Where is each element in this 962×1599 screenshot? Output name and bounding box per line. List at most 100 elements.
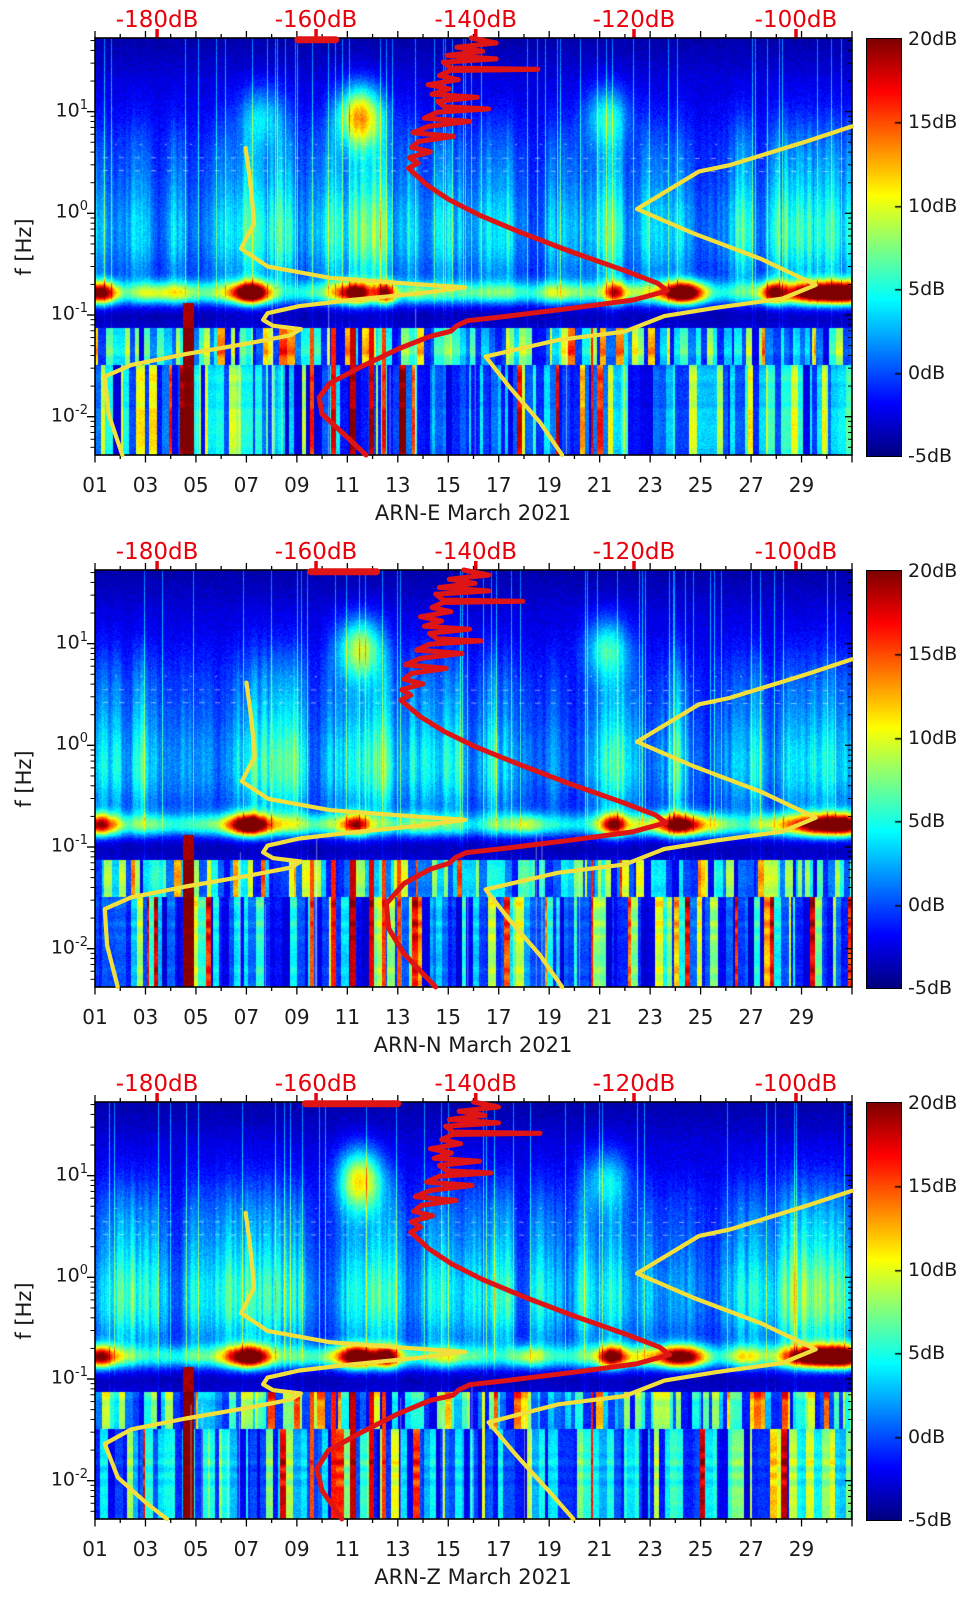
panel-section-arn-e: ARN-E March 2021 f [Hz] -180dB -160dB -140… (0, 0, 962, 532)
top-axis-label-120: -120dB (592, 539, 676, 565)
colorbar-tick-label-5db: 5dB (908, 278, 946, 301)
top-axis-label-180: -180dB (115, 1071, 199, 1097)
colorbar-tick-label-5db: 5dB (908, 1342, 946, 1365)
y-tick-label-1e-1: 10-1 (26, 833, 88, 856)
colorbar-tick-label-15db: 15dB (908, 643, 958, 666)
colorbar (866, 38, 902, 457)
y-tick-base: 10 (55, 98, 80, 121)
y-tick-exponent: 0 (79, 199, 88, 215)
spectrogram-heatmap (95, 570, 852, 987)
y-tick-label-1e0: 100 (26, 731, 88, 754)
colorbar-tick-label-15db: 15dB (908, 1175, 958, 1198)
x-tick-label-day-07: 07 (233, 473, 260, 497)
y-tick-exponent: -1 (75, 301, 88, 316)
y-tick-label-1e1: 101 (26, 98, 88, 121)
y-tick-base: 10 (50, 302, 76, 325)
x-tick-label-day-01: 01 (82, 1005, 108, 1029)
x-tick-label-day-15: 15 (435, 1005, 461, 1029)
colorbar-tick-label-10db: 10dB (908, 194, 958, 217)
x-tick-label-day-01: 01 (82, 473, 108, 497)
colorbar-tick-label-20db: 20dB (908, 560, 958, 582)
top-axis-label-160: -160dB (274, 7, 358, 33)
x-tick-label-day-17: 17 (485, 1537, 512, 1561)
colorbar-gradient (867, 571, 901, 988)
y-tick-label-1e-2: 10-2 (26, 935, 88, 958)
colorbar-tick-label-0db: 0dB (908, 1425, 946, 1448)
colorbar-tick-label--5db: -5dB (908, 977, 953, 999)
x-tick-label-day-23: 23 (637, 1005, 663, 1029)
top-axis-label-140: -140dB (434, 539, 518, 565)
colorbar-tick-label-20db: 20dB (908, 1092, 958, 1114)
x-tick-label-day-09: 09 (284, 473, 310, 497)
x-tick-label-day-21: 21 (586, 473, 613, 497)
y-tick-exponent: -1 (75, 833, 88, 848)
colorbar (866, 570, 902, 989)
top-axis-label-180: -180dB (115, 539, 199, 565)
y-tick-exponent: -2 (75, 402, 88, 418)
top-axis-label-180: -180dB (115, 7, 199, 33)
x-tick-label-day-03: 03 (132, 1537, 159, 1561)
y-tick-label-1e-1: 10-1 (26, 1365, 88, 1388)
x-tick-label-day-25: 25 (687, 1005, 714, 1029)
colorbar-tick-label-20db: 20dB (908, 28, 958, 50)
y-tick-base: 10 (50, 1468, 76, 1491)
colorbar-tick-label-15db: 15dB (908, 111, 958, 134)
panel-section-arn-n: ARN-N March 2021 f [Hz] -180dB -160dB -140… (0, 532, 962, 1064)
x-tick-label-day-11: 11 (334, 473, 361, 497)
x-tick-label-day-23: 23 (637, 473, 663, 497)
y-axis-label: f [Hz] (12, 1282, 36, 1340)
y-tick-base: 10 (55, 1162, 80, 1185)
y-tick-label-1e-2: 10-2 (26, 403, 88, 426)
y-tick-exponent: 0 (79, 1263, 88, 1279)
y-axis-label: f [Hz] (12, 218, 36, 276)
y-tick-base: 10 (55, 1264, 80, 1287)
spectrogram-heatmap (95, 1102, 852, 1519)
x-tick-label-day-19: 19 (536, 1005, 562, 1029)
panel-title: ARN-Z March 2021 (374, 1565, 572, 1589)
x-tick-label-day-25: 25 (687, 473, 714, 497)
y-axis-label: f [Hz] (12, 750, 36, 808)
panel-title: ARN-N March 2021 (373, 1033, 573, 1057)
top-axis-label-160: -160dB (274, 539, 358, 565)
y-tick-label-1e1: 101 (26, 1162, 88, 1185)
x-tick-label-day-13: 13 (385, 1537, 411, 1561)
x-tick-label-day-29: 29 (788, 473, 815, 497)
x-tick-label-day-09: 09 (284, 1537, 310, 1561)
x-tick-label-day-29: 29 (788, 1005, 815, 1029)
x-tick-label-day-21: 21 (586, 1005, 613, 1029)
x-tick-label-day-19: 19 (536, 473, 562, 497)
y-tick-label-1e0: 100 (26, 1263, 88, 1286)
y-tick-exponent: 1 (79, 629, 88, 645)
colorbar-gradient (867, 1103, 901, 1520)
x-tick-label-day-03: 03 (132, 473, 159, 497)
colorbar-tick-label-0db: 0dB (908, 361, 946, 384)
x-tick-label-day-03: 03 (132, 1005, 159, 1029)
colorbar-tick-label-10db: 10dB (908, 726, 958, 749)
y-tick-base: 10 (55, 732, 80, 755)
y-tick-base: 10 (50, 936, 76, 959)
x-tick-label-day-27: 27 (738, 1005, 764, 1029)
x-tick-label-day-17: 17 (485, 1005, 512, 1029)
y-tick-base: 10 (55, 200, 80, 223)
y-tick-base: 10 (50, 404, 76, 427)
x-tick-label-day-15: 15 (435, 473, 461, 497)
x-tick-label-day-21: 21 (586, 1537, 613, 1561)
y-tick-exponent: -1 (75, 1365, 88, 1380)
top-axis-label-100: -100dB (754, 7, 838, 33)
top-axis-label-100: -100dB (754, 539, 838, 565)
x-tick-label-day-27: 27 (738, 473, 764, 497)
x-tick-label-day-19: 19 (536, 1537, 562, 1561)
top-axis-label-120: -120dB (592, 1071, 676, 1097)
x-tick-label-day-11: 11 (334, 1005, 361, 1029)
y-tick-exponent: -2 (75, 934, 88, 950)
top-axis-label-140: -140dB (434, 1071, 518, 1097)
x-tick-label-day-05: 05 (183, 1537, 209, 1561)
y-tick-label-1e-2: 10-2 (26, 1467, 88, 1490)
top-axis-label-120: -120dB (592, 7, 676, 33)
colorbar-gradient (867, 39, 901, 456)
top-axis-label-140: -140dB (434, 7, 518, 33)
x-tick-label-day-07: 07 (233, 1537, 260, 1561)
x-tick-label-day-07: 07 (233, 1005, 260, 1029)
x-tick-label-day-15: 15 (435, 1537, 461, 1561)
x-tick-label-day-09: 09 (284, 1005, 310, 1029)
